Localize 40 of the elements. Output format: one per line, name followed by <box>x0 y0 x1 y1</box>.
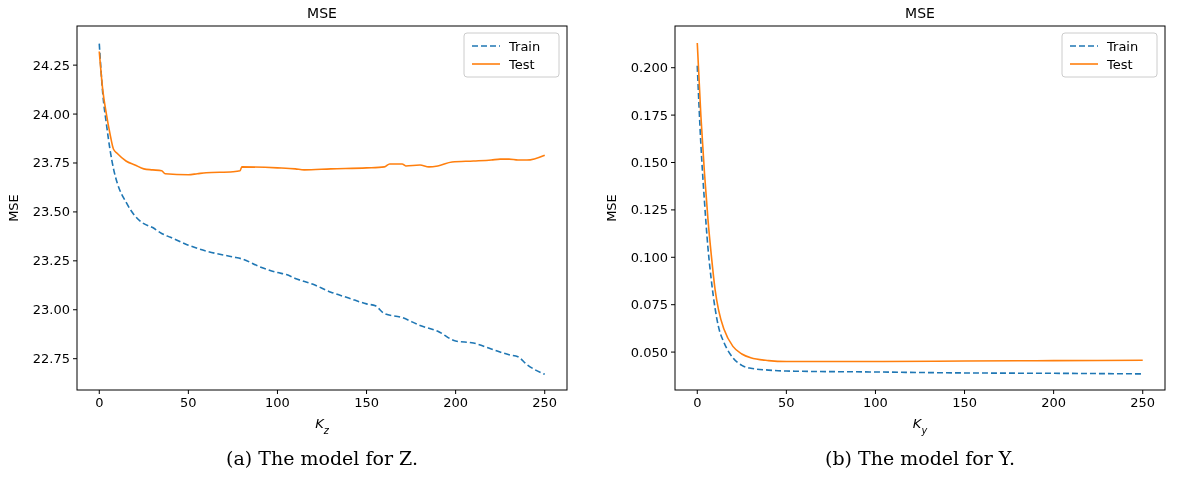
legend-label: Train <box>508 39 541 54</box>
y-tick-label: 23.75 <box>32 155 70 171</box>
x-axis-title: K$_{z}$ <box>315 416 330 436</box>
y-tick-label: 0.200 <box>630 60 668 76</box>
x-tick-label: 200 <box>1041 395 1067 410</box>
x-tick-label: 0 <box>95 395 104 410</box>
chart-title: MSE <box>905 5 935 21</box>
line-series <box>98 50 546 176</box>
y-tick-label: 23.25 <box>32 253 70 269</box>
legend-label: Test <box>508 57 535 72</box>
y-tick-label: 24.25 <box>32 57 70 73</box>
line-series <box>98 42 546 376</box>
x-tick-label: 250 <box>1130 395 1156 410</box>
x-tick-label: 0 <box>693 395 702 410</box>
x-tick-label: 100 <box>265 395 290 410</box>
y-tick-label: 0.150 <box>630 155 668 170</box>
y-tick-label: 0.125 <box>630 202 668 218</box>
y-tick-label: 0.075 <box>630 297 668 313</box>
x-tick-label: 50 <box>778 395 795 410</box>
chart-title: MSE <box>307 5 337 21</box>
y-tick-label: 0.175 <box>630 107 668 123</box>
x-tick-label: 150 <box>354 395 379 410</box>
x-tick-label: 50 <box>180 395 197 410</box>
x-tick-label: 100 <box>863 395 888 410</box>
x-tick-label: 200 <box>443 395 469 410</box>
y-tick-label: 0.100 <box>630 249 668 265</box>
y-axis-title: MSE <box>6 194 21 222</box>
legend-label: Test <box>1106 57 1133 72</box>
x-tick-label: 250 <box>532 395 558 410</box>
y-tick-label: 24.00 <box>32 106 70 122</box>
text: (a) The model for Z. <box>226 447 418 469</box>
x-tick-label: 150 <box>952 395 977 410</box>
y-tick-label: 0.050 <box>630 344 668 360</box>
y-tick-label: 23.00 <box>32 302 70 318</box>
legend-label: Train <box>1106 39 1139 54</box>
y-tick-label: 23.50 <box>32 204 70 220</box>
y-axis-title: MSE <box>604 194 619 222</box>
y-tick-label: 22.75 <box>32 351 70 367</box>
x-axis-title: K$_{y}$ <box>912 416 928 436</box>
text: (b) The model for Y. <box>825 447 1015 469</box>
